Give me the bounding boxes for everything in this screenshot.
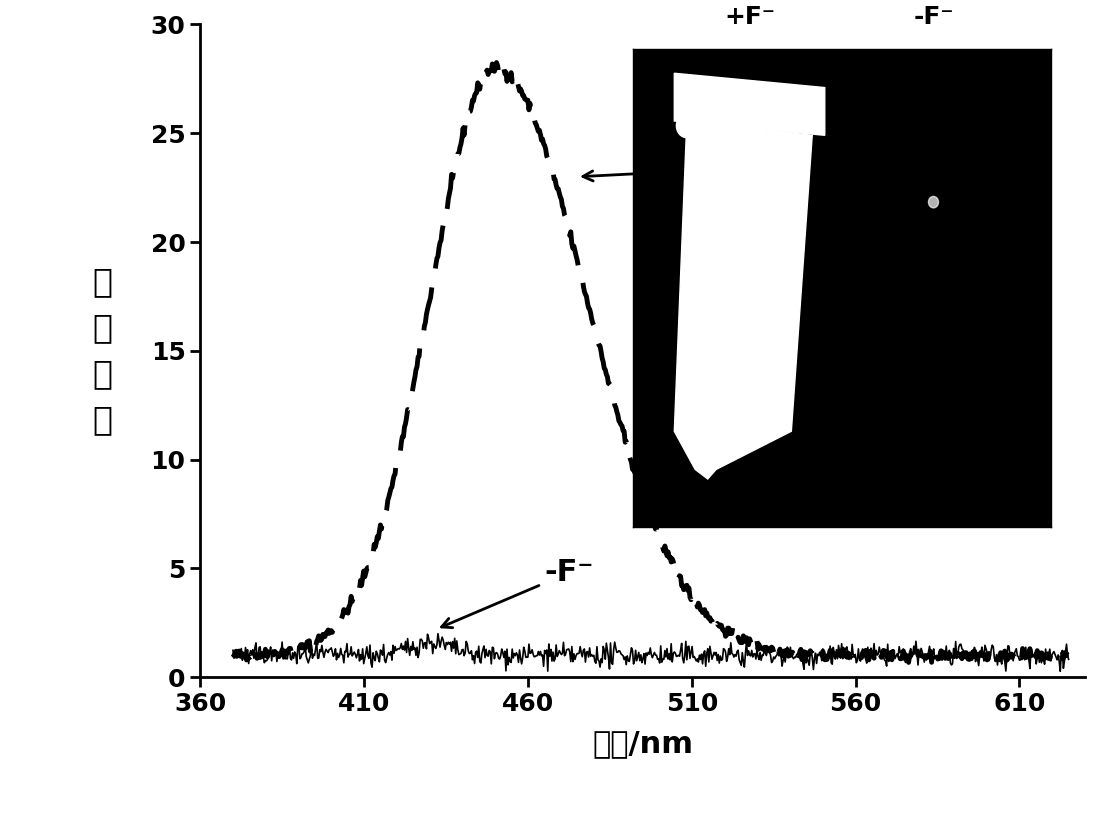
X-axis label: 波长/nm: 波长/nm: [592, 730, 693, 759]
Y-axis label: 荧
光
强
度: 荧 光 强 度: [92, 265, 112, 436]
PathPatch shape: [674, 121, 812, 479]
PathPatch shape: [674, 73, 825, 135]
Text: -F⁻: -F⁻: [441, 558, 594, 628]
Text: +F⁻: +F⁻: [724, 5, 776, 29]
Circle shape: [928, 197, 938, 208]
Text: +F⁻: +F⁻: [583, 151, 820, 181]
Circle shape: [676, 114, 697, 137]
Text: -F⁻: -F⁻: [913, 5, 954, 29]
